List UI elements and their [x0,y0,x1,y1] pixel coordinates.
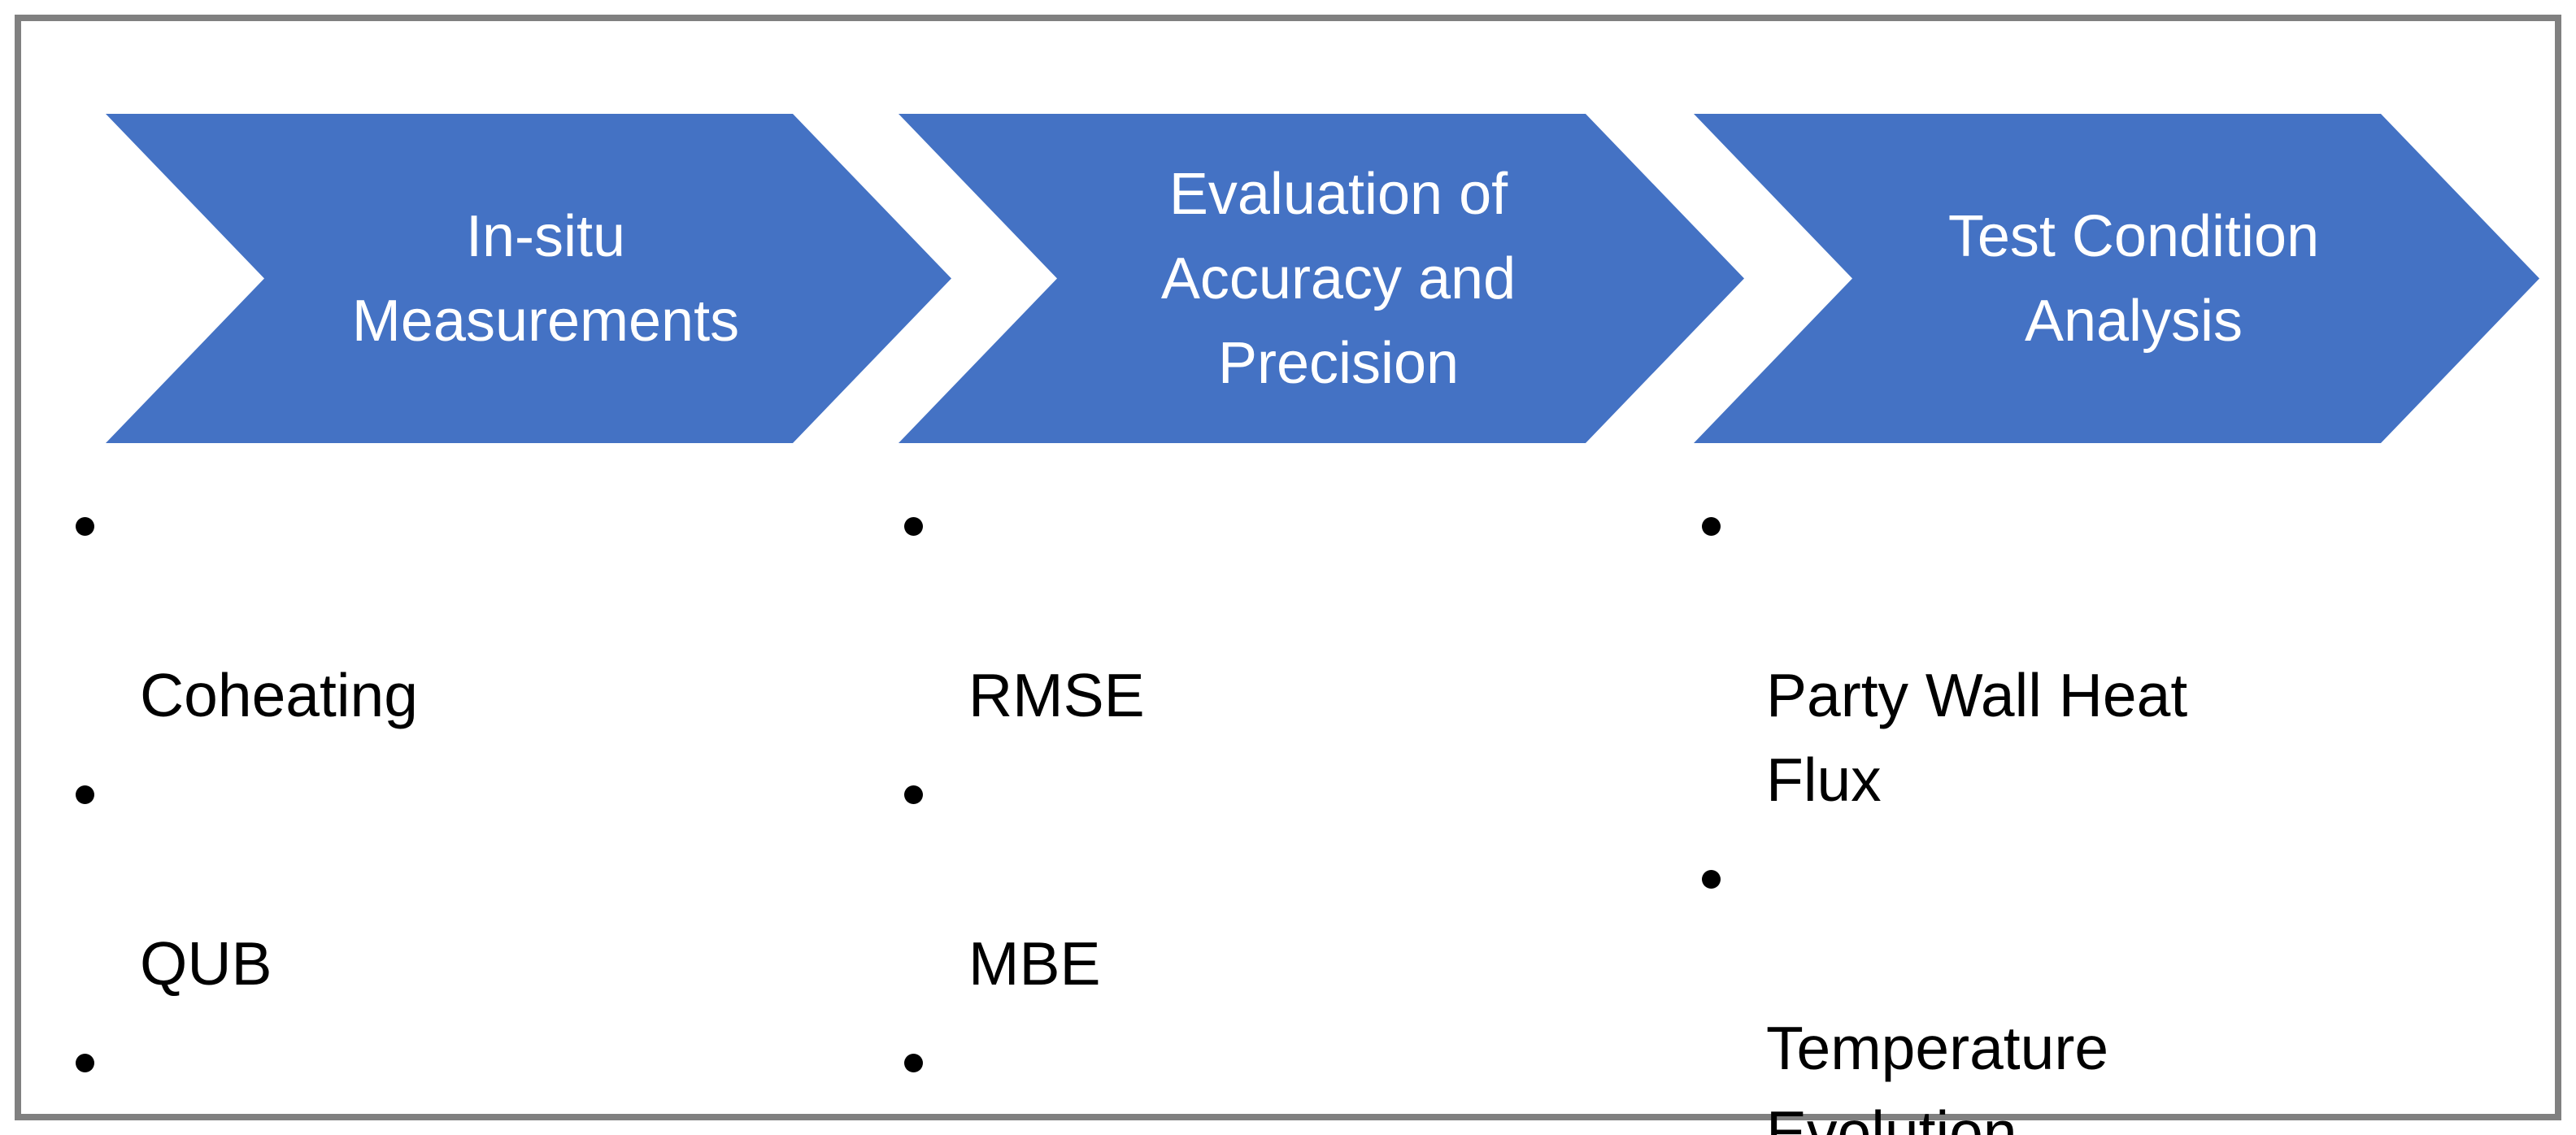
step-list-2: RMSE MBE Confidence Intervals [899,484,1582,1135]
step-title-2: Evaluation of Accuracy and Precision [1160,161,1516,396]
list-item: Confidence Intervals [899,1020,1582,1135]
bullet-icon [1702,517,1721,536]
list-item: Temperature Evolution [1697,837,2478,1135]
bullet-icon [904,1054,923,1072]
list-item: QUB [71,752,738,1006]
bullet-icon [76,517,94,536]
step-title-1: In-situ Measurements [351,203,740,354]
list-item: Coheating [71,484,738,737]
list-item-label: RMSE [968,661,1145,729]
border-frame [15,15,2561,1120]
chevron-arrow-2: Evaluation of Accuracy and Precision [899,114,1744,443]
list-item-label: Coheating [140,661,418,729]
list-item: Party Wall Heat Flux [1697,484,2478,822]
list-item: MBE [899,752,1582,1006]
list-item: House B Heating Patterns [71,1020,738,1135]
step-list-3: Party Wall Heat Flux Temperature Evoluti… [1697,484,2478,1135]
list-item: RMSE [899,484,1582,737]
step-list-1: Coheating QUB House B Heating Patterns P… [71,484,738,1135]
step-title-3: Test Condition Analysis [1947,203,2320,354]
bullet-icon [904,785,923,804]
bullet-icon [76,785,94,804]
list-item-label: QUB [140,929,272,998]
list-item-label: Party Wall Heat Flux [1766,661,2188,814]
list-item-label: MBE [968,929,1101,998]
list-item-label: Temperature Evolution [1766,1014,2109,1135]
bullet-icon [1702,870,1721,889]
bullet-icon [904,517,923,536]
bullet-icon [76,1054,94,1072]
